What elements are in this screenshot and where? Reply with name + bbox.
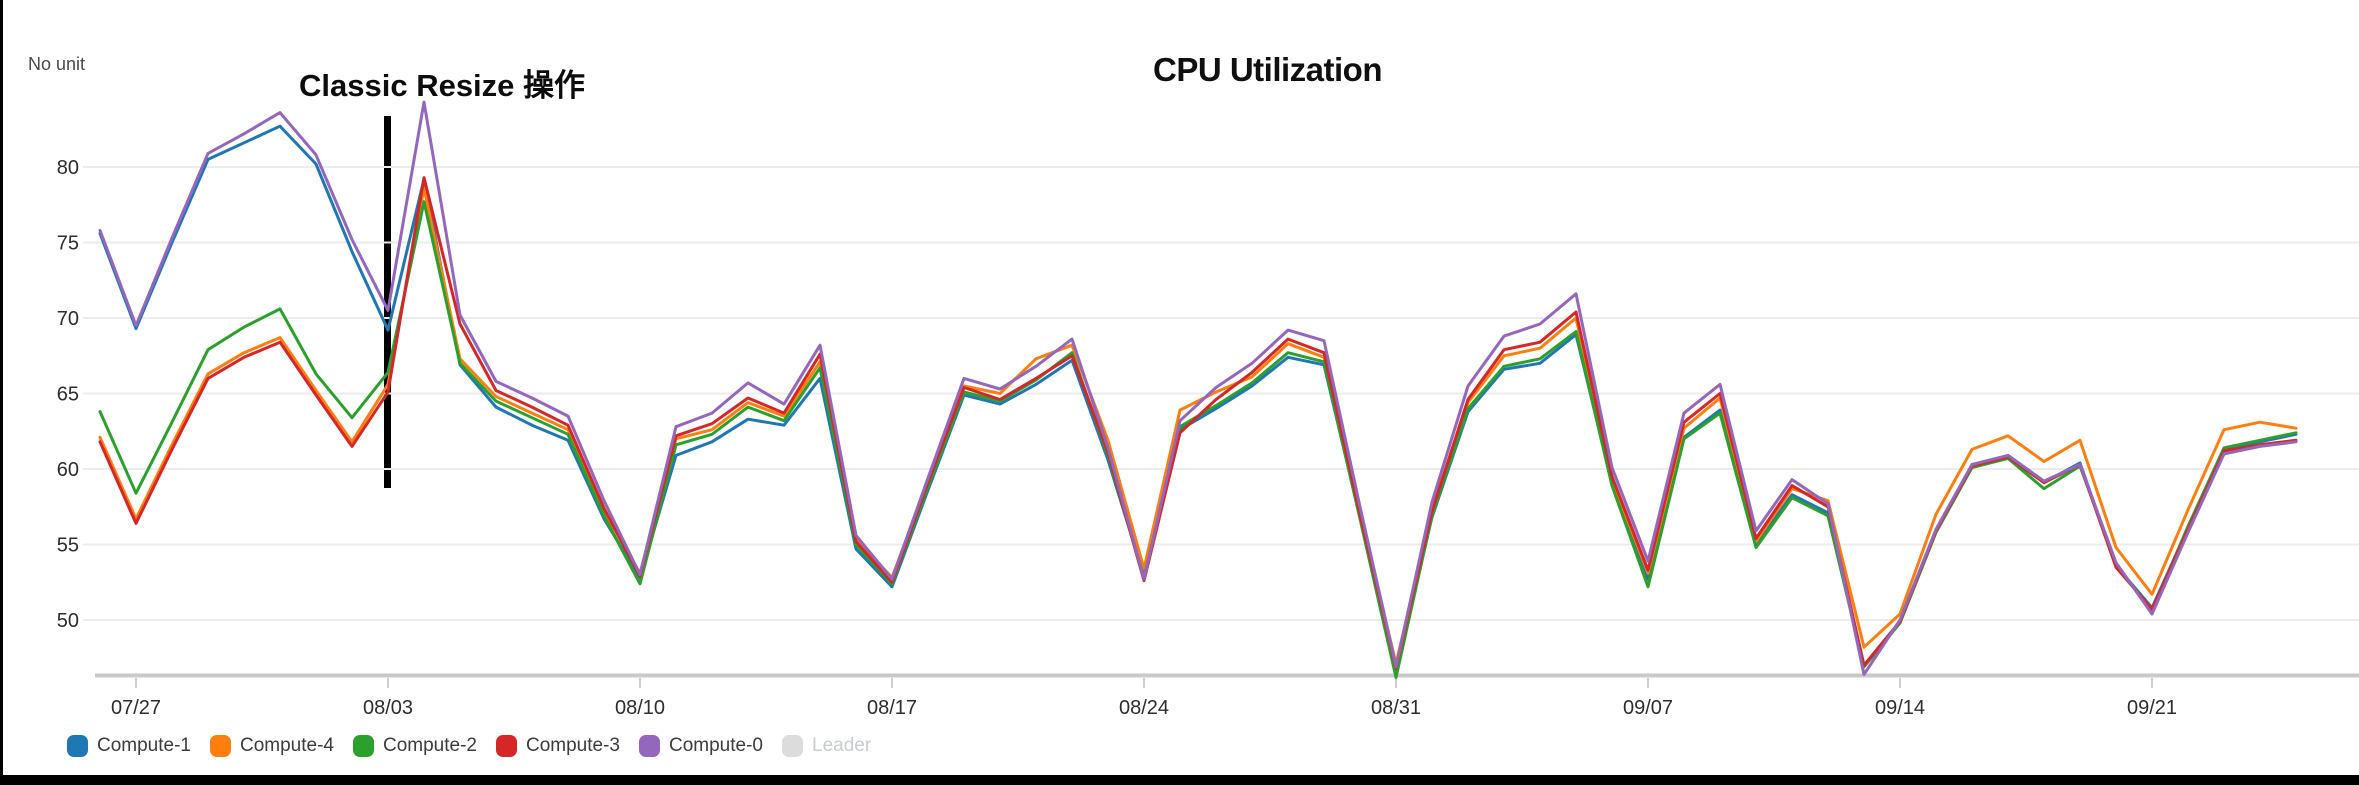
y-tick-label: 70 [57,308,79,330]
y-tick-label: 50 [57,610,79,632]
legend-swatch-compute-2 [353,735,374,757]
legend-label: Compute-1 [97,735,191,756]
resize-annotation-line [384,116,391,488]
series-line-compute-2 [98,200,2298,679]
legend-swatch-compute-4 [210,735,231,757]
legend-item-compute-3[interactable]: Compute-3 [496,735,620,757]
y-tick-label: 75 [57,233,79,255]
legend-label: Compute-2 [383,735,477,756]
legend-swatch-leader [782,735,803,757]
series-line-compute-0 [98,100,2298,676]
x-tick-label: 08/31 [1371,697,1421,719]
legend-item-leader[interactable]: Leader [782,735,871,757]
x-tick-label: 09/14 [1875,697,1925,719]
chart-title: CPU Utilization [1153,51,1383,88]
x-tick-label: 08/17 [867,697,917,719]
x-tick-label: 07/27 [111,697,161,719]
legend-swatch-compute-0 [639,735,660,757]
y-tick-label: 65 [57,384,79,406]
legend-swatch-compute-3 [496,735,517,757]
legend-item-compute-2[interactable]: Compute-2 [353,735,477,757]
y-tick-label: 55 [57,535,79,557]
window-bottom-border [3,775,2359,785]
legend-label: Compute-3 [526,735,620,756]
legend-label: Compute-0 [669,735,763,756]
legend-label: Leader [812,735,872,756]
chart-legend: Compute-1 Compute-4 Compute-2 Compute-3 Comp… [67,735,871,757]
x-tick-label: 09/21 [2127,697,2177,719]
cpu-utilization-chart[interactable]: 80 75 70 65 60 55 50 07/27 08/03 08/10 08/17 08/24 0… [3,0,2359,785]
legend-label: Compute-4 [240,735,334,756]
series-line-compute-3 [98,176,2298,670]
x-tick-label: 08/03 [363,697,413,719]
y-axis-unit-label: No unit [28,54,86,74]
legend-item-compute-1[interactable]: Compute-1 [67,735,191,757]
resize-annotation-label: Classic Resize 操作 [299,68,586,103]
legend-item-compute-0[interactable]: Compute-0 [639,735,763,757]
x-tick-label: 09/07 [1623,697,1673,719]
x-tick-label: 08/24 [1119,697,1169,719]
x-tick-label: 08/10 [615,697,665,719]
legend-swatch-compute-1 [67,735,88,757]
series-line-compute-4 [98,186,2298,666]
y-tick-label: 60 [57,459,79,481]
legend-item-compute-4[interactable]: Compute-4 [210,735,334,757]
y-tick-label: 80 [57,157,79,179]
